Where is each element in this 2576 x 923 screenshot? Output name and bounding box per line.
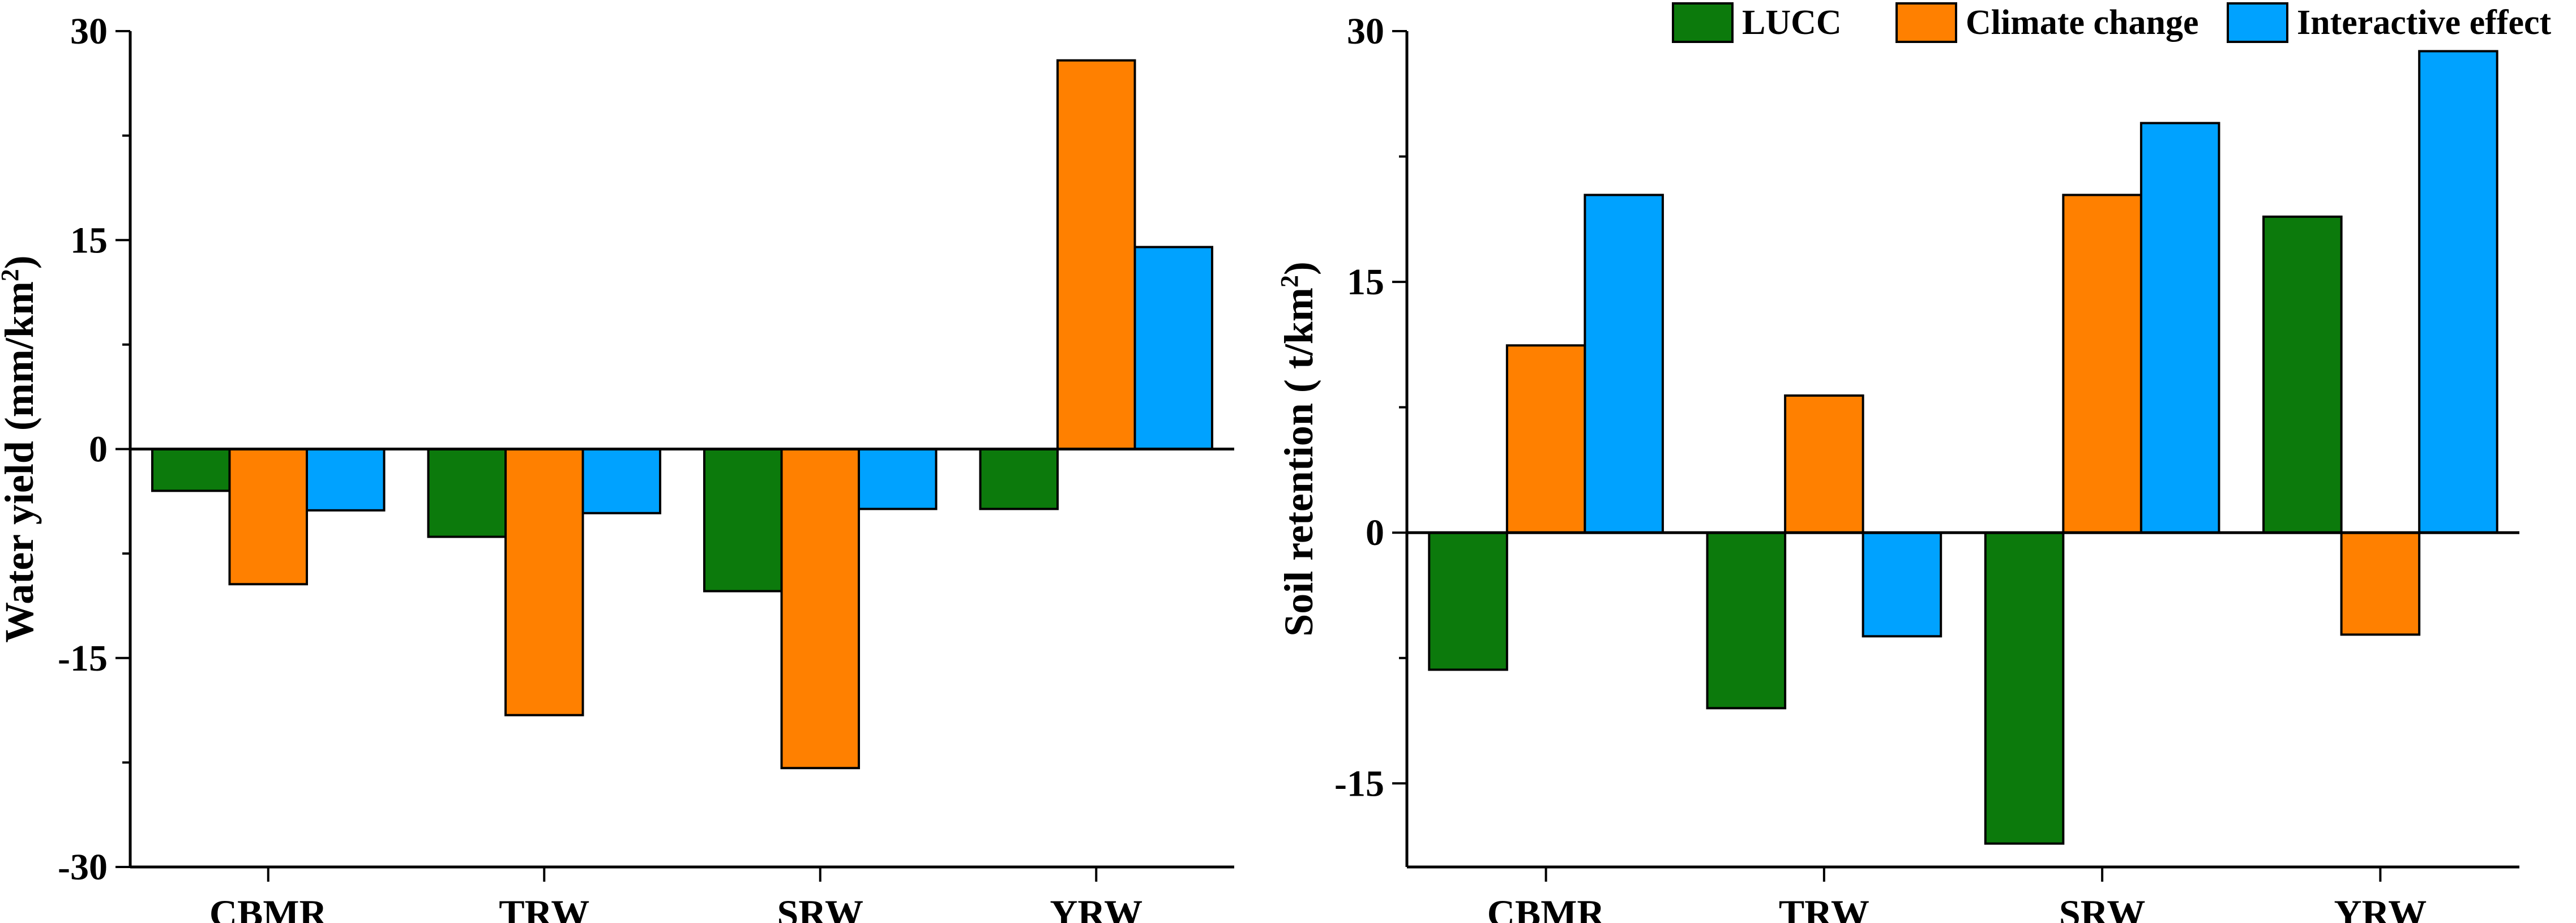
y-tick-label: -15 [58,638,108,679]
y-axis-title: Water yield (mm/km2) [0,255,42,643]
y-axis-title-superscript: 2 [0,269,24,281]
legend-swatch-interactive-effect [2227,2,2288,43]
y-axis-title-end: ) [1276,261,1321,275]
legend-label: Climate change [1966,3,2199,42]
bar-interactive-effect [306,448,386,512]
y-axis-title-main: Soil retention ( t/km [1276,287,1321,637]
y-axis-title-end: ) [0,255,42,269]
y-tick-label: 0 [89,429,108,470]
x-tick-label: SRW [2059,892,2146,923]
legend-swatch-climate-change [1895,2,1957,43]
y-tick-label: -15 [1334,763,1384,804]
bar-interactive-effect [2418,50,2498,534]
x-tick-label: TRW [1779,892,1869,923]
bar-interactive-effect [1584,194,1664,534]
bar-interactive-effect [1862,531,1942,638]
bar-interactive-effect [1133,246,1213,450]
x-tick-label: CBMR [209,892,328,923]
x-tick-label: YRW [2334,892,2427,923]
bar-climate-change [1056,59,1136,450]
y-tick-label: 0 [1366,512,1384,553]
x-tick-label: TRW [499,892,589,923]
legend: LUCC Climate change Interactive effect [1672,2,2552,43]
bar-climate-change [228,448,308,586]
bar-lucc [1428,531,1508,671]
bar-lucc [427,448,507,538]
bar-interactive-effect [2139,122,2220,534]
y-axis-title: Soil retention ( t/km2) [1276,261,1321,637]
x-tick-label: CBMR [1487,892,1606,923]
bar-climate-change [1784,394,1864,534]
bar-lucc [979,448,1059,510]
x-tick-label: SRW [777,892,863,923]
y-tick-label: 15 [70,220,108,261]
bar-lucc [1984,531,2065,845]
y-tick-label: 30 [1347,11,1384,52]
bar-lucc [151,448,231,492]
bar-lucc [1706,531,1787,710]
bar-climate-change [504,448,584,716]
legend-label: Interactive effect [2297,3,2552,42]
soil-retention-chart: -15 0 15 30 CBMR TRW SRW YRW Soil retention ( t/… [1276,11,2519,923]
legend-swatch-lucc [1672,2,1734,43]
bar-climate-change [1505,344,1586,534]
bar-lucc [2262,215,2343,534]
bar-climate-change [2062,194,2142,534]
y-tick-label: -30 [58,847,108,888]
y-axis-title-superscript: 2 [1276,275,1303,287]
bar-climate-change [780,448,860,770]
y-tick-label: 30 [70,11,108,52]
water-yield-chart: -30 -15 0 15 30 CBMR TRW SRW YRW Water yield (mm/… [0,11,1234,923]
bar-interactive-effect [858,448,938,510]
bar-climate-change [2340,531,2421,636]
x-tick-label: YRW [1050,892,1142,923]
bar-interactive-effect [581,448,661,514]
y-tick-label: 15 [1347,261,1384,303]
y-axis-title-main: Water yield (mm/km [0,281,42,643]
bar-lucc [703,448,783,593]
legend-label: LUCC [1742,3,1842,42]
